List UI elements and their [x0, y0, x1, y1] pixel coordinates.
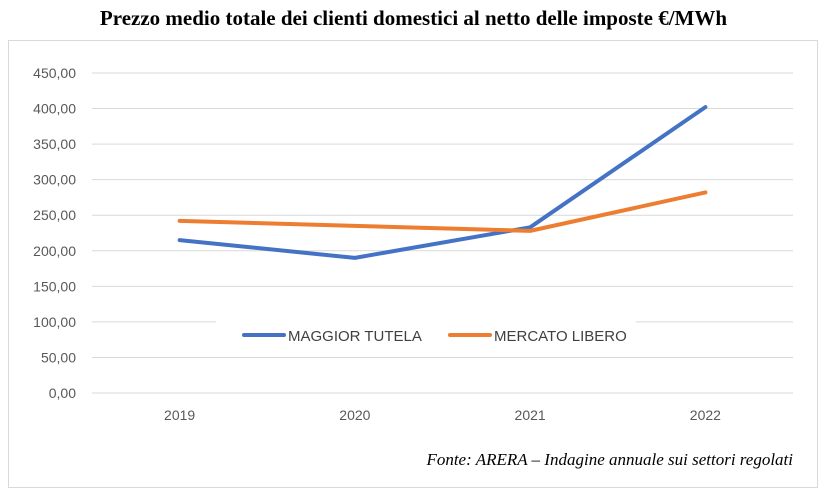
legend-label: MAGGIOR TUTELA	[288, 328, 422, 345]
x-tick-label: 2019	[164, 407, 195, 423]
y-axis-ticks: 0,00 50,00 100,00 150,00 200,00 250,00 300,00 3…	[33, 65, 76, 401]
series-lines	[177, 105, 708, 260]
x-axis-ticks: 2019 2020 2021 2022	[164, 407, 721, 423]
chart-title: Prezzo medio totale dei clienti domestic…	[99, 6, 728, 30]
y-tick-label: 0,00	[49, 385, 76, 401]
y-tick-label: 150,00	[33, 278, 76, 294]
series-line-mercato-libero	[177, 190, 708, 233]
legend: MAGGIOR TUTELA MERCATO LIBERO	[242, 328, 627, 345]
y-tick-label: 450,00	[33, 65, 76, 81]
y-tick-label: 350,00	[33, 136, 76, 152]
y-tick-label: 400,00	[33, 101, 76, 117]
y-tick-label: 250,00	[33, 207, 76, 223]
source-note: Fonte: ARERA – Indagine annuale sui sett…	[426, 450, 793, 469]
y-tick-label: 300,00	[33, 172, 76, 188]
y-tick-label: 100,00	[33, 314, 76, 330]
y-tick-label: 200,00	[33, 243, 76, 259]
legend-label: MERCATO LIBERO	[494, 328, 627, 345]
chart-frame	[8, 40, 818, 488]
grid-lines	[92, 72, 793, 394]
series-line-maggior-tutela	[177, 105, 708, 260]
x-tick-label: 2021	[515, 407, 546, 423]
y-tick-label: 50,00	[41, 349, 76, 365]
x-tick-label: 2022	[690, 407, 721, 423]
x-tick-label: 2020	[339, 407, 370, 423]
